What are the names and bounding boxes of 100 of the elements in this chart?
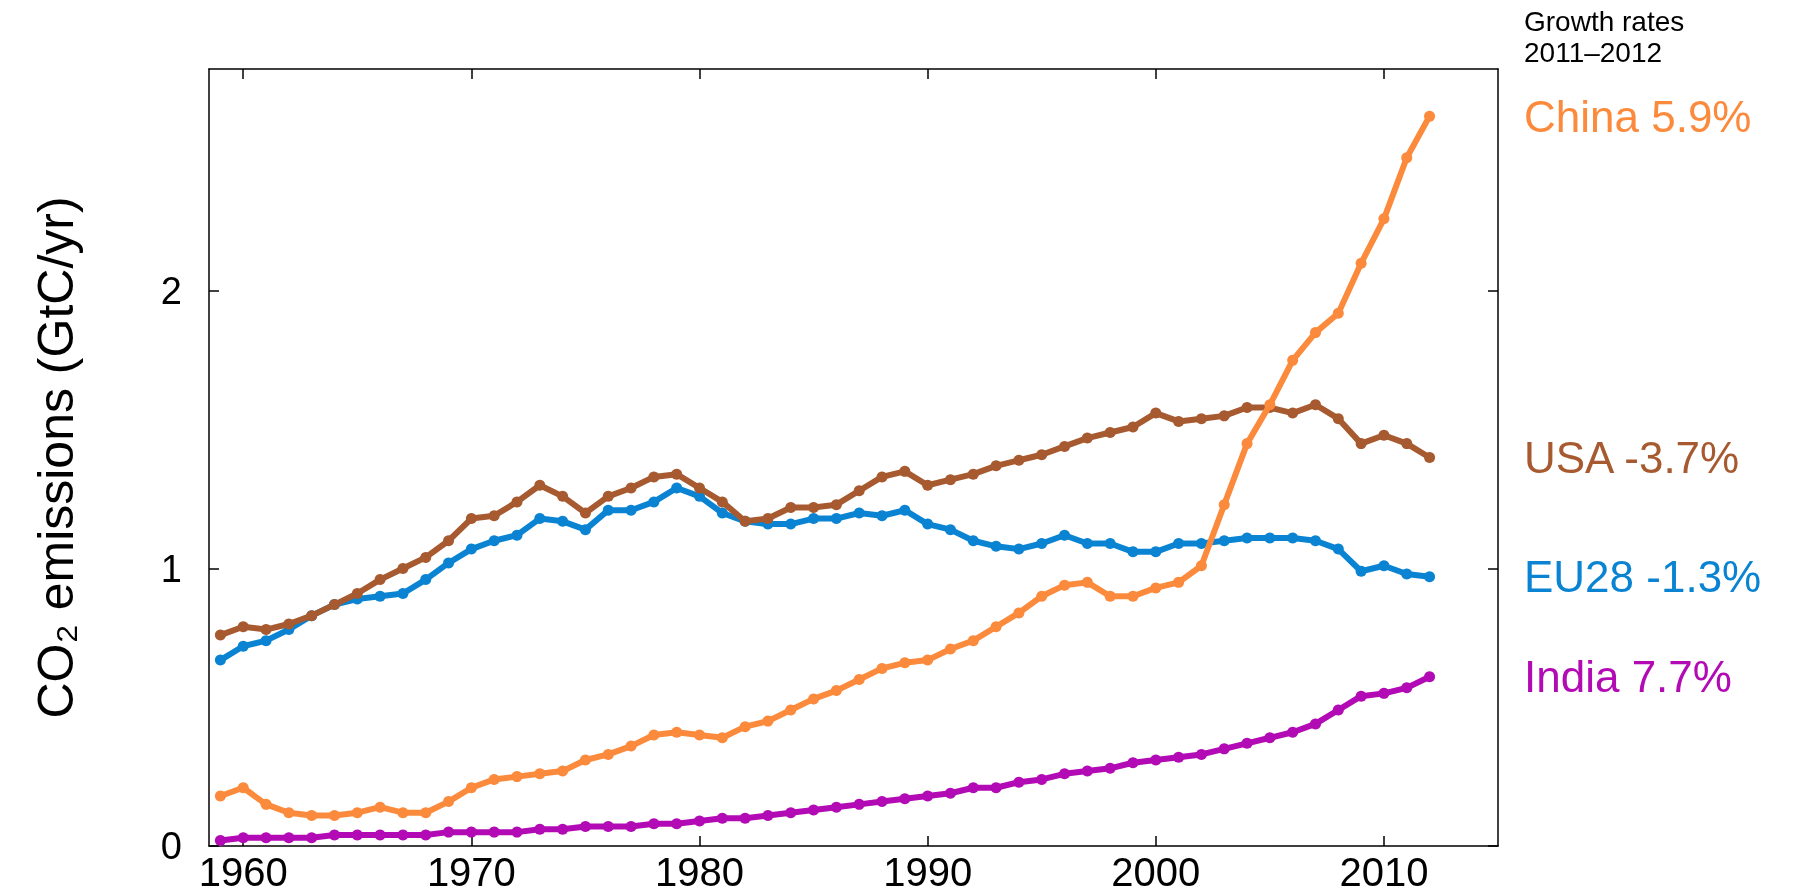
point — [1424, 571, 1436, 583]
point — [830, 513, 842, 525]
point — [214, 629, 226, 641]
point — [762, 513, 774, 525]
point — [876, 796, 888, 808]
point — [694, 815, 705, 827]
point — [488, 535, 500, 547]
point — [1401, 682, 1413, 694]
point — [671, 482, 683, 494]
point — [967, 535, 979, 547]
point — [1332, 307, 1344, 319]
point — [420, 807, 432, 819]
point — [1310, 535, 1321, 547]
point — [967, 635, 979, 647]
point — [1287, 532, 1299, 544]
point — [1355, 690, 1367, 702]
x-tick-label: 2000 — [1111, 850, 1201, 894]
point — [237, 640, 249, 652]
point — [1287, 726, 1299, 738]
point — [443, 826, 455, 838]
point — [306, 809, 318, 821]
point — [306, 832, 318, 844]
point — [1310, 399, 1321, 411]
text: USA -3.7% — [1524, 433, 1740, 482]
point — [648, 818, 660, 830]
point — [808, 501, 820, 513]
point — [579, 524, 591, 536]
point — [1150, 546, 1162, 558]
point — [1424, 671, 1436, 683]
point — [1127, 421, 1139, 433]
point — [1401, 438, 1413, 450]
y-tick-label: 2 — [160, 270, 182, 312]
point — [420, 829, 432, 841]
point — [853, 485, 865, 497]
point — [260, 832, 272, 844]
point — [671, 468, 683, 480]
point — [1195, 413, 1207, 425]
point — [1287, 354, 1299, 366]
point — [214, 654, 226, 666]
point — [922, 654, 934, 666]
point — [1310, 327, 1321, 339]
point — [671, 726, 683, 738]
point — [1287, 407, 1299, 419]
point — [420, 574, 432, 586]
point — [374, 590, 386, 602]
point — [785, 501, 797, 513]
point — [1104, 762, 1116, 774]
point — [534, 513, 546, 525]
x-tick-label: 2010 — [1339, 850, 1429, 894]
x-tick-label: 1980 — [655, 850, 744, 894]
y-axis-title: CO₂ emissions (GtC/yr) — [28, 196, 84, 719]
point — [1355, 257, 1367, 269]
text: EU28 -1.3% — [1524, 552, 1762, 602]
point — [374, 574, 386, 586]
point — [990, 460, 1002, 472]
point — [237, 782, 249, 794]
point — [990, 621, 1002, 633]
point — [1150, 407, 1162, 419]
point — [944, 787, 956, 799]
legend-title: Growth rates 2011–2012 — [1524, 6, 1693, 68]
point — [214, 790, 226, 802]
text: India 7.7% — [1524, 652, 1732, 702]
point — [420, 551, 432, 563]
point — [1241, 402, 1253, 414]
point — [1104, 427, 1116, 439]
point — [716, 732, 728, 744]
point — [1378, 687, 1390, 699]
point — [351, 587, 363, 599]
point — [260, 624, 272, 636]
point — [557, 490, 569, 502]
point — [397, 587, 409, 599]
point — [465, 543, 477, 555]
point — [967, 468, 979, 480]
point — [830, 499, 842, 511]
point — [694, 482, 705, 494]
text: China 5.9% — [1524, 91, 1752, 141]
point — [397, 563, 409, 574]
point — [1036, 449, 1048, 461]
point — [328, 809, 340, 821]
point — [579, 754, 591, 766]
point — [1013, 607, 1025, 619]
point — [1081, 576, 1093, 588]
point — [1241, 438, 1253, 450]
point — [351, 829, 363, 841]
point — [579, 821, 591, 833]
point — [899, 465, 911, 477]
point — [443, 535, 455, 547]
point — [1310, 718, 1321, 730]
point — [511, 529, 523, 541]
point — [534, 768, 546, 780]
point — [944, 474, 956, 486]
point — [990, 782, 1002, 794]
point — [853, 674, 865, 685]
point — [488, 510, 500, 522]
point — [648, 729, 660, 741]
point — [625, 821, 637, 833]
point — [1195, 560, 1207, 572]
point — [1173, 538, 1185, 550]
point — [1127, 590, 1139, 602]
point — [1264, 532, 1276, 544]
